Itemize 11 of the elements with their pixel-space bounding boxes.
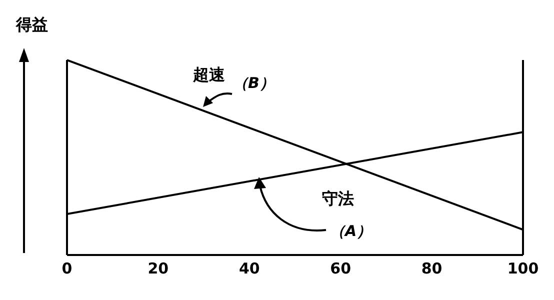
x-tick-label: 20 xyxy=(148,260,169,278)
x-tick-label: 0 xyxy=(62,260,72,278)
x-tick-label: 60 xyxy=(330,260,352,278)
x-tick-label: 80 xyxy=(421,260,442,278)
annotation: （B） xyxy=(233,74,274,92)
x-tick-label: 40 xyxy=(238,260,260,278)
annotation: （A） xyxy=(330,222,372,240)
series-label: 守法 xyxy=(322,189,354,208)
series-label: 超速 xyxy=(192,65,226,84)
x-tick-label: 100 xyxy=(507,260,539,278)
y-axis-title: 得益 xyxy=(15,15,48,34)
